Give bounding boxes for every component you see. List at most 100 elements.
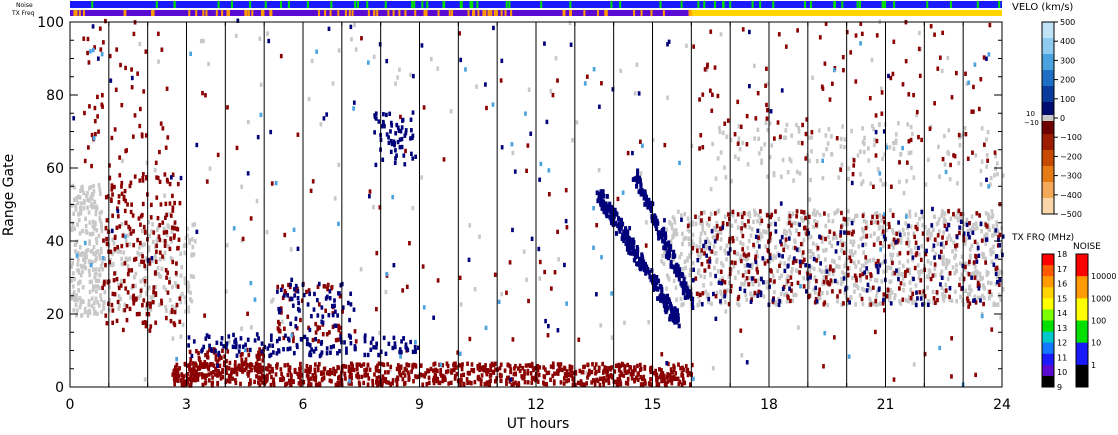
data-point-ground_scatter [917,252,921,257]
data-point-ground_scatter [208,166,212,171]
data-point-positive_velocity [692,267,695,272]
data-point-ground_scatter [156,224,160,230]
data-point-negative_velocity [911,291,915,296]
data-point-positive_velocity [708,246,711,251]
data-point-negative_velocity [318,381,321,386]
data-point-ground_scatter [87,210,91,215]
data-point-ground_scatter [190,299,194,304]
data-point-ground_scatter [759,215,762,221]
data-point-negative_velocity [663,381,667,386]
data-point-positive_velocity [674,312,678,318]
data-point-negative_velocity [643,366,647,371]
data-point-ground_scatter [94,252,98,258]
data-point-ground_scatter [71,292,75,298]
data-point-negative_velocity [169,318,173,324]
data-point-negative_velocity [655,382,659,387]
data-point-positive_velocity [754,259,758,265]
data-point-ground_scatter [876,167,880,172]
data-point-positive_velocity [400,136,404,142]
data-point-ground_scatter [179,251,183,256]
data-point-positive_velocity [624,226,628,231]
data-point-negative_velocity [727,301,731,307]
data-point-negative_velocity [805,231,809,237]
data-point-ground_scatter [941,292,944,297]
data-point-negative_velocity [341,309,344,314]
data-point-ground_scatter [872,126,875,132]
data-point-negative_velocity [974,253,977,259]
data-point-ground_scatter [705,294,709,300]
data-point-positive_velocity [308,327,312,333]
data-point-negative_velocity [320,377,324,383]
data-point-negative_velocity [207,372,211,377]
data-point-ground_scatter [830,134,833,139]
data-point-positive_velocity [931,206,934,212]
data-point-ground_scatter [724,250,728,256]
data-point-ground_scatter [856,285,860,291]
data-point-positive_velocity [650,268,654,273]
data-point-negative_velocity [190,367,194,372]
data-point-negative_velocity [934,300,937,306]
data-point-negative_velocity [155,243,159,249]
data-point-light_velocity [89,49,92,54]
data-point-negative_velocity [176,227,180,232]
data-point-positive_velocity [392,139,396,144]
data-point-ground_scatter [372,54,376,60]
data-point-ground_scatter [78,280,82,285]
data-point-ground_scatter [985,272,989,278]
txfreq-strip-mark [477,10,480,16]
data-point-negative_velocity [163,239,167,244]
data-point-positive_velocity [674,272,679,278]
data-point-negative_velocity [446,363,450,369]
data-point-positive_velocity [343,340,346,345]
data-point-negative_velocity [905,240,909,246]
data-point-ground_scatter [892,230,895,236]
data-point-positive_velocity [416,345,420,350]
data-point-ground_scatter [687,236,691,241]
data-point-negative_velocity [924,251,928,257]
data-point-positive_velocity [668,313,672,319]
data-point-ground_scatter [956,218,960,223]
data-point-negative_velocity [334,369,338,374]
data-point-ground_scatter [897,267,901,272]
data-point-negative_velocity [629,372,633,377]
data-point-negative_velocity [623,364,627,369]
data-point-ground_scatter [679,296,683,302]
data-point-ground_scatter [783,292,786,297]
data-point-negative_velocity [883,308,886,313]
data-point-negative_velocity [549,286,553,291]
data-point-negative_velocity [422,105,426,110]
data-point-negative_velocity [747,282,751,287]
data-point-ground_scatter [860,181,863,187]
data-point-negative_velocity [572,376,576,381]
data-point-negative_velocity [779,134,782,139]
ground-scatter-band [1042,115,1054,121]
data-point-negative_velocity [307,379,311,384]
data-point-ground_scatter [188,297,192,302]
data-point-ground_scatter [847,176,850,182]
data-point-negative_velocity [531,376,534,381]
data-point-negative_velocity [579,379,583,384]
data-point-ground_scatter [975,273,978,279]
data-point-ground_scatter [190,237,194,242]
data-point-ground_scatter [884,143,888,148]
data-point-positive_velocity [644,197,648,203]
data-point-ground_scatter [90,279,93,284]
data-point-positive_velocity [219,341,223,346]
data-point-negative_velocity [522,375,526,380]
data-point-positive_velocity [289,282,292,287]
data-point-positive_velocity [328,289,332,294]
data-point-negative_velocity [402,370,405,375]
data-point-positive_velocity [627,237,631,242]
data-point-ground_scatter [847,266,851,271]
data-point-ground_scatter [179,334,183,339]
data-point-negative_velocity [919,278,923,283]
data-point-negative_velocity [412,379,415,384]
data-point-negative_velocity [923,294,927,299]
data-point-positive_velocity [745,360,749,365]
data-point-ground_scatter [853,289,856,294]
data-point-negative_velocity [288,284,292,290]
data-point-positive_velocity [398,347,402,352]
data-point-negative_velocity [391,378,395,383]
data-point-negative_velocity [445,361,449,366]
data-point-negative_velocity [804,156,808,161]
